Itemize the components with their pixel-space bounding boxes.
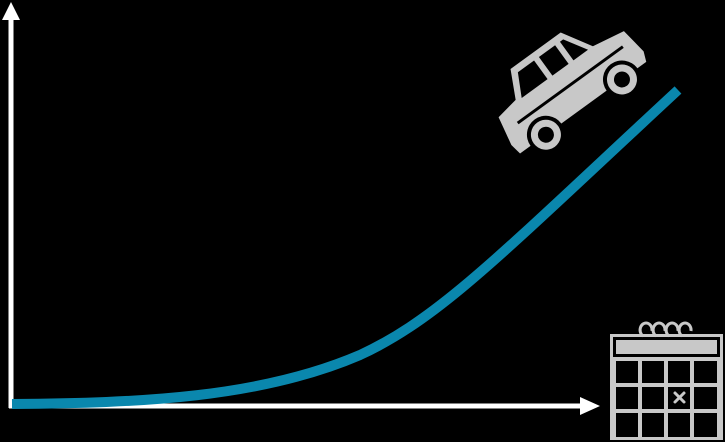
growth-curve [11, 86, 682, 409]
calendar-grid [616, 361, 717, 437]
y-axis-arrowhead [2, 2, 20, 20]
car-mid-window [538, 45, 569, 76]
calendar-rings [638, 321, 693, 338]
car-icon [498, 31, 647, 154]
y-axis [2, 2, 20, 408]
x-axis-arrowhead [580, 397, 600, 415]
car-rear-window [517, 60, 548, 98]
car-front-wheel [602, 60, 641, 99]
calendar-marked-day [673, 391, 686, 404]
car-door-line [516, 45, 624, 125]
calendar-icon [610, 321, 723, 440]
car-front-window [559, 39, 589, 61]
car-rear-wheel [526, 115, 565, 154]
